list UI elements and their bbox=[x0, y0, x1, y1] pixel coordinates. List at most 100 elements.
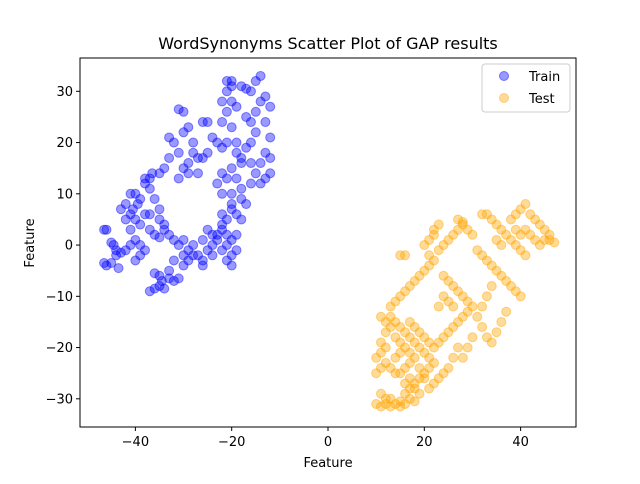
data-point-train bbox=[178, 106, 189, 117]
data-point-train bbox=[217, 245, 228, 256]
data-point-train bbox=[144, 183, 155, 194]
data-point-train bbox=[226, 76, 237, 87]
y-tick-label: −20 bbox=[46, 341, 73, 356]
data-point-test bbox=[428, 357, 439, 368]
data-point-train bbox=[226, 234, 237, 245]
data-point-train bbox=[231, 209, 242, 220]
data-point-train bbox=[245, 137, 256, 148]
data-point-train bbox=[130, 255, 141, 266]
y-tick-label: 0 bbox=[65, 239, 73, 254]
data-point-test bbox=[520, 224, 531, 235]
data-point-train bbox=[135, 250, 146, 261]
data-point-test bbox=[496, 224, 507, 235]
data-point-test bbox=[443, 296, 454, 307]
data-point-test bbox=[414, 373, 425, 384]
y-tick-label: 30 bbox=[56, 85, 73, 100]
data-point-test bbox=[453, 214, 464, 225]
data-point-train bbox=[154, 168, 165, 179]
data-point-test bbox=[404, 316, 415, 327]
data-point-train bbox=[226, 81, 237, 92]
data-point-train bbox=[207, 229, 218, 240]
data-point-train bbox=[164, 273, 175, 284]
data-point-train bbox=[217, 142, 228, 153]
data-point-train bbox=[250, 168, 261, 179]
data-point-train bbox=[217, 209, 228, 220]
data-point-train bbox=[245, 178, 256, 189]
data-point-train bbox=[207, 250, 218, 261]
data-point-test bbox=[395, 396, 406, 407]
data-point-test bbox=[404, 281, 415, 292]
data-point-train bbox=[197, 152, 208, 163]
data-point-test bbox=[400, 286, 411, 297]
data-point-test bbox=[419, 265, 430, 276]
data-point-test bbox=[375, 347, 386, 358]
x-tick-label: 20 bbox=[416, 435, 433, 450]
data-point-test bbox=[462, 296, 473, 307]
data-point-test bbox=[467, 301, 478, 312]
data-point-test bbox=[409, 383, 420, 394]
data-point-test bbox=[486, 281, 497, 292]
data-point-train bbox=[197, 260, 208, 271]
data-point-test bbox=[530, 214, 541, 225]
data-point-train bbox=[154, 281, 165, 292]
data-point-train bbox=[111, 250, 122, 261]
data-point-train bbox=[226, 260, 237, 271]
data-point-train bbox=[188, 240, 199, 251]
data-point-test bbox=[395, 401, 406, 412]
data-point-test bbox=[462, 306, 473, 317]
data-point-train bbox=[217, 117, 228, 128]
data-point-test bbox=[385, 363, 396, 374]
y-axis-label: Feature bbox=[23, 218, 38, 267]
data-point-test bbox=[443, 275, 454, 286]
data-point-train bbox=[125, 188, 136, 199]
data-point-train bbox=[192, 168, 203, 179]
data-point-train bbox=[226, 199, 237, 210]
data-point-train bbox=[212, 229, 223, 240]
data-point-test bbox=[491, 234, 502, 245]
data-point-test bbox=[525, 229, 536, 240]
data-point-test bbox=[390, 332, 401, 343]
data-point-train bbox=[130, 214, 141, 225]
data-point-train bbox=[115, 247, 126, 258]
data-point-test bbox=[375, 388, 386, 399]
data-point-train bbox=[156, 275, 167, 286]
data-point-train bbox=[226, 163, 237, 174]
data-point-test bbox=[385, 393, 396, 404]
data-point-train bbox=[231, 147, 242, 158]
data-point-train bbox=[183, 245, 194, 256]
data-point-test bbox=[525, 209, 536, 220]
data-point-test bbox=[477, 301, 488, 312]
data-point-test bbox=[481, 332, 492, 343]
data-point-test bbox=[462, 342, 473, 353]
points-layer bbox=[99, 70, 560, 412]
data-point-train bbox=[140, 245, 151, 256]
data-point-train bbox=[188, 137, 199, 148]
data-point-test bbox=[491, 265, 502, 276]
data-point-test bbox=[457, 219, 468, 230]
data-point-train bbox=[197, 234, 208, 245]
data-point-test bbox=[390, 352, 401, 363]
data-point-train bbox=[168, 137, 179, 148]
data-point-train bbox=[183, 158, 194, 169]
data-point-train bbox=[101, 224, 112, 235]
data-point-train bbox=[178, 234, 189, 245]
data-point-train bbox=[241, 111, 252, 122]
data-point-test bbox=[477, 250, 488, 261]
data-point-train bbox=[236, 214, 247, 225]
data-point-train bbox=[99, 258, 110, 268]
data-point-test bbox=[486, 337, 497, 348]
data-point-train bbox=[183, 122, 194, 133]
data-point-test bbox=[472, 245, 483, 256]
data-point-test bbox=[414, 388, 425, 399]
data-point-test bbox=[400, 363, 411, 374]
data-point-test bbox=[375, 401, 386, 412]
y-tick-label: −10 bbox=[46, 290, 73, 305]
data-point-train bbox=[236, 183, 247, 194]
data-point-train bbox=[221, 106, 232, 117]
data-point-train bbox=[159, 224, 170, 235]
data-point-test bbox=[453, 316, 464, 327]
data-point-test bbox=[496, 316, 507, 327]
data-point-train bbox=[212, 234, 223, 245]
data-point-test bbox=[380, 342, 391, 353]
data-point-test bbox=[491, 219, 502, 230]
